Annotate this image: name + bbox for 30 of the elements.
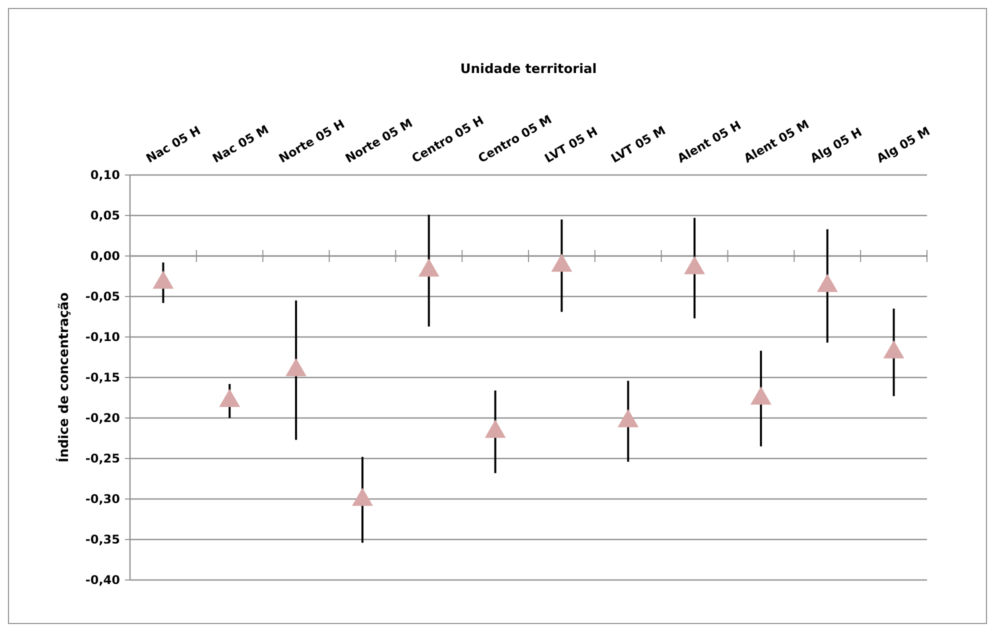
y-tick-label: 0,10 <box>90 168 120 182</box>
x-tick-label: Nac 05 H <box>144 123 203 166</box>
y-tick-label: -0,40 <box>85 573 120 588</box>
point <box>618 409 639 428</box>
point <box>816 274 838 292</box>
x-tick-label: Alg 05 M <box>874 124 932 166</box>
y-tick-label: -0,25 <box>85 452 120 466</box>
point <box>750 386 772 405</box>
point <box>418 258 440 277</box>
y-tick-label: -0,10 <box>85 330 120 344</box>
y-tick-label: -0,30 <box>85 492 120 506</box>
x-tick-label: Alg 05 H <box>808 124 864 166</box>
x-tick-label: LVT 05 M <box>608 123 668 166</box>
point <box>883 340 904 358</box>
point <box>684 256 706 274</box>
y-tick-label: -0,20 <box>85 411 120 426</box>
y-tick-label: -0,15 <box>85 370 120 385</box>
x-tick-label: Nac 05 M <box>210 122 272 166</box>
point <box>152 270 174 289</box>
point <box>484 420 506 438</box>
point <box>286 358 307 376</box>
point <box>219 388 240 408</box>
y-tick-label: -0,05 <box>85 290 120 304</box>
x-axis-title: Unidade territorial <box>460 62 597 77</box>
y-axis-title: Índice de concentração <box>55 292 72 463</box>
point <box>551 254 572 272</box>
y-tick-label: 0,05 <box>90 208 120 223</box>
y-tick-label: -0,35 <box>85 532 120 547</box>
y-tick-label: 0,00 <box>90 249 120 264</box>
point <box>352 488 373 506</box>
